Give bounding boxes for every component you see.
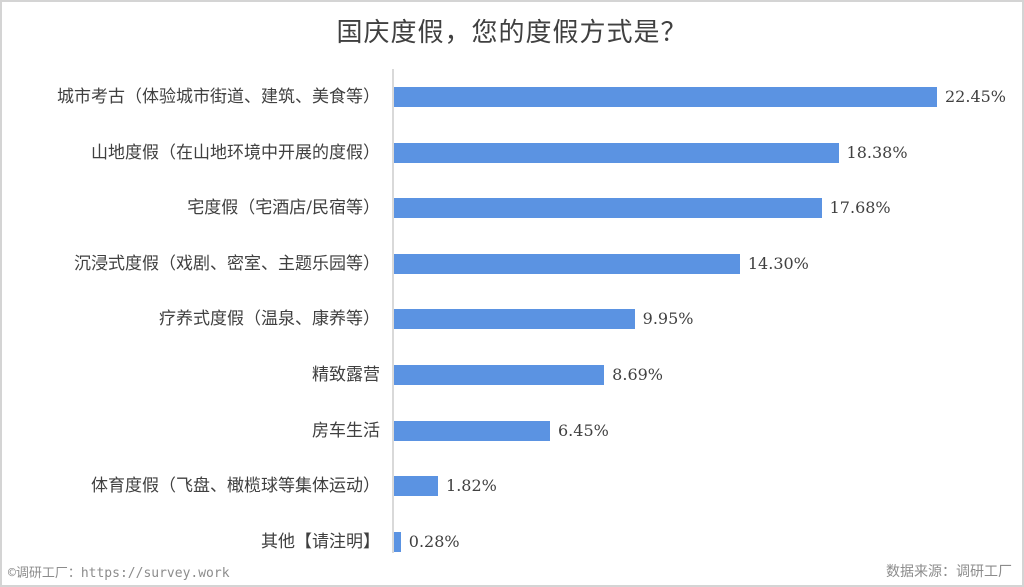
bar-row: 山地度假（在山地环境中开展的度假） 18.38% (0, 142, 1024, 164)
data-bar (394, 309, 635, 330)
value-label: 8.69% (612, 365, 663, 384)
category-label: 城市考古（体验城市街道、建筑、美食等） (57, 87, 380, 107)
data-bar (394, 142, 839, 163)
copyright-footer: ©调研工厂：https://survey.work (8, 566, 230, 581)
bar-row: 其他【请注明】 0.28% (0, 531, 1024, 553)
chart-title: 国庆度假，您的度假方式是？ (336, 18, 688, 48)
data-bar (394, 420, 550, 441)
value-label: 0.28% (408, 531, 460, 551)
category-label: 宅度假（宅酒店/民宿等） (187, 198, 380, 219)
bar-row: 沉浸式度假（戏剧、密室、主题乐园等） 14.30% (0, 253, 1024, 275)
category-label: 沉浸式度假（戏剧、密室、主题乐园等） (74, 253, 380, 274)
category-label: 体育度假（飞盘、橄榄球等集体运动） (91, 476, 380, 497)
value-label: 18.38% (846, 142, 908, 162)
category-label: 精致露营 (312, 365, 380, 385)
bar-row: 体育度假（飞盘、橄榄球等集体运动） 1.82% (0, 475, 1024, 497)
data-source-footer: 数据来源：调研工厂 (886, 564, 1012, 580)
category-label: 房车生活 (312, 420, 380, 441)
value-label: 1.82% (446, 476, 497, 496)
category-axis-line (392, 69, 394, 553)
category-label: 山地度假（在山地环境中开展的度假） (91, 142, 380, 163)
data-bar (394, 365, 605, 385)
data-bar (394, 198, 822, 219)
bar-row: 疗养式度假（温泉、康养等） 9.95% (0, 308, 1024, 330)
bar-row: 精致露营 8.69% (0, 364, 1024, 386)
data-bar (394, 476, 439, 497)
value-label: 6.45% (558, 420, 609, 440)
data-bar (394, 253, 740, 274)
value-label: 17.68% (829, 198, 891, 218)
category-label: 疗养式度假（温泉、康养等） (159, 309, 380, 330)
bar-row: 房车生活 6.45% (0, 420, 1024, 442)
data-bar (394, 531, 401, 552)
bar-row: 宅度假（宅酒店/民宿等） 17.68% (0, 197, 1024, 219)
category-label: 其他【请注明】 (261, 531, 380, 552)
value-label: 14.30% (747, 253, 809, 273)
value-label: 9.95% (642, 309, 694, 329)
value-label: 22.45% (945, 87, 1007, 106)
bar-row: 城市考古（体验城市街道、建筑、美食等） 22.45% (0, 86, 1024, 108)
data-bar (394, 87, 937, 107)
